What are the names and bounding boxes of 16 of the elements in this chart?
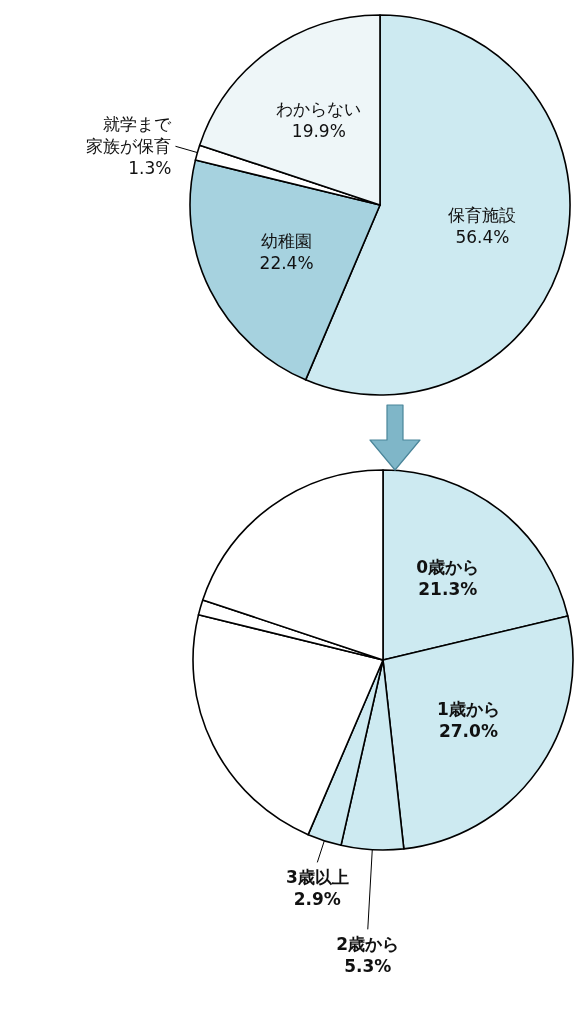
slice-label: 0歳から — [416, 556, 480, 577]
data-label: 21.3% — [418, 578, 478, 599]
data-label: 27.0% — [438, 721, 498, 742]
data-label: 56.4% — [455, 226, 510, 247]
data-label: 19.9% — [291, 121, 346, 142]
data-label: 5.3% — [344, 956, 392, 977]
slice-label: 2歳から — [336, 934, 400, 955]
slice-label: 3歳以上 — [285, 867, 349, 888]
slice-label: 保育施設 — [448, 204, 517, 225]
slice-label: 1歳から — [437, 699, 500, 720]
data-label: 2.9% — [293, 889, 341, 910]
slice-label: 就学まで家族が保育 — [86, 114, 173, 157]
data-label: 22.4% — [259, 252, 314, 273]
slice-label: わからない — [276, 99, 362, 120]
data-label: 1.3% — [128, 158, 172, 179]
slice-label: 幼稚園 — [261, 230, 313, 251]
